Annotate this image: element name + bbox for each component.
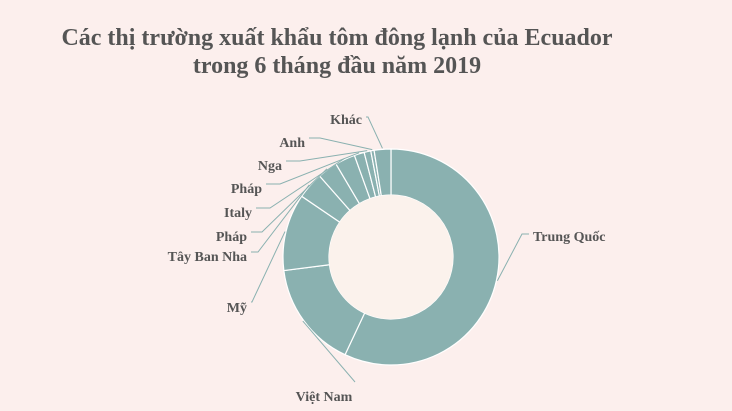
- slice-label: Trung Quốc: [533, 230, 605, 245]
- leader-line: [302, 320, 356, 383]
- chart-title-line1: Các thị trường xuất khẩu tôm đông lạnh c…: [61, 25, 613, 51]
- leader-line: [266, 152, 360, 185]
- leader-line: [251, 231, 286, 303]
- leader-line: [251, 184, 310, 253]
- slice-label: Pháp: [231, 182, 262, 197]
- slice-label: Anh: [279, 136, 305, 151]
- slice-label: Italy: [224, 206, 252, 221]
- slice-label: Nga: [258, 159, 282, 174]
- leader-line: [496, 233, 529, 282]
- leader-line: [309, 137, 373, 151]
- slice-label: Việt Nam: [296, 390, 353, 405]
- slice-label: Khác: [330, 113, 362, 128]
- chart-title: Các thị trường xuất khẩu tôm đông lạnh c…: [0, 24, 732, 80]
- leader-line: [251, 168, 328, 233]
- slice-label: Pháp: [216, 230, 247, 245]
- leader-line: [256, 157, 345, 209]
- leader-line: [366, 116, 383, 149]
- leader-line: [286, 150, 368, 162]
- chart-title-line2: trong 6 tháng đầu năm 2019: [192, 53, 482, 79]
- donut-hole: [329, 195, 453, 319]
- slice-label: Mỹ: [227, 301, 247, 316]
- slice-label: Tây Ban Nha: [168, 250, 247, 265]
